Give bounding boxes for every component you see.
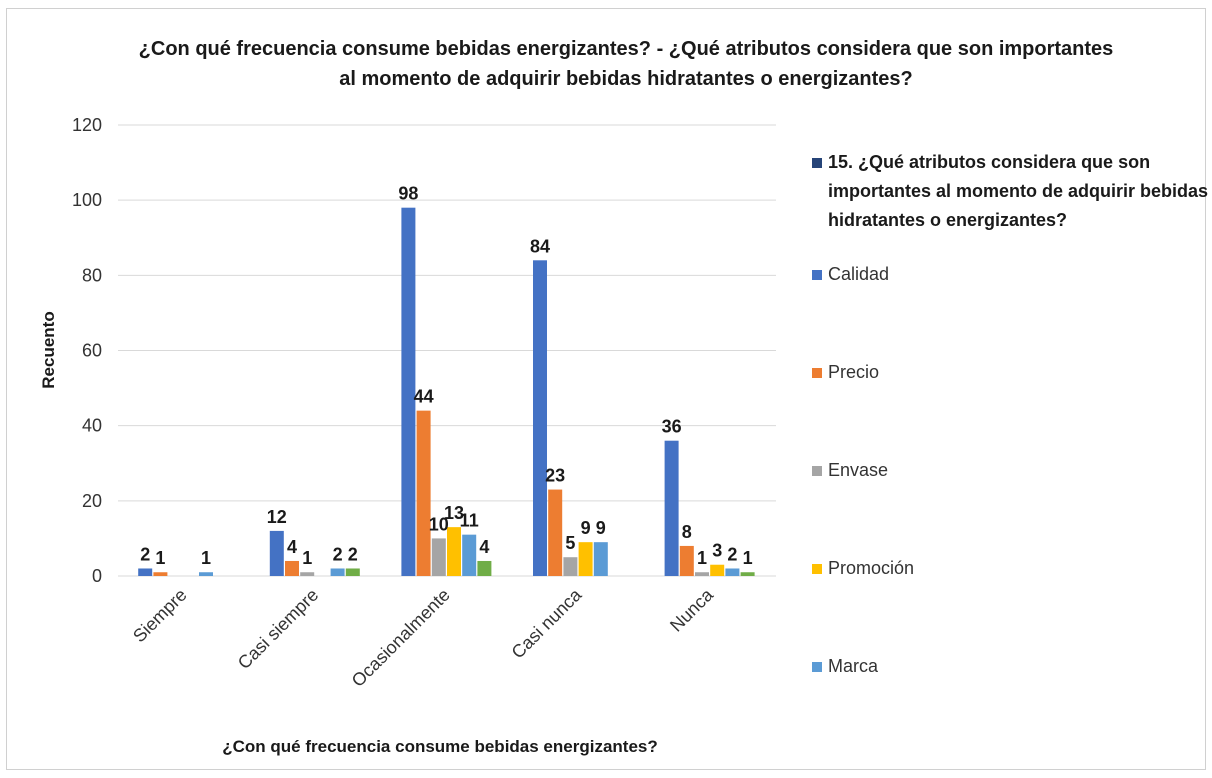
y-tick-label: 100 <box>72 190 102 210</box>
y-axis-title: Recuento <box>39 311 58 388</box>
legend-label: Calidad <box>828 264 890 284</box>
y-tick-label: 60 <box>82 341 102 361</box>
data-label: 12 <box>267 507 287 527</box>
bar <box>593 542 608 576</box>
bar <box>285 560 299 576</box>
y-tick-label: 80 <box>82 265 102 285</box>
bar <box>679 545 694 576</box>
data-label: 4 <box>287 537 297 557</box>
bar <box>416 410 431 576</box>
data-label: 5 <box>565 533 575 553</box>
data-label: 23 <box>545 466 565 486</box>
legend-title: 15. ¿Qué atributos considera que son imp… <box>812 148 1212 235</box>
bar <box>664 440 679 576</box>
y-tick-label: 40 <box>82 416 102 436</box>
data-label: 1 <box>743 548 753 568</box>
chart-title: ¿Con qué frecuencia consume bebidas ener… <box>138 38 1114 90</box>
legend-label: Marca <box>828 656 879 676</box>
legend-label: Envase <box>828 460 889 480</box>
bar <box>462 534 477 576</box>
bar <box>345 568 360 576</box>
legend-swatch <box>812 367 822 378</box>
data-label: 13 <box>444 503 464 523</box>
legend-swatch <box>812 563 822 574</box>
legend-swatch <box>812 465 822 476</box>
bar <box>138 568 153 576</box>
chart-frame <box>6 8 1206 770</box>
data-label: 1 <box>155 548 165 568</box>
bar <box>330 568 345 576</box>
data-label: 2 <box>140 544 150 564</box>
bar <box>563 557 578 576</box>
data-label: 2 <box>333 544 343 564</box>
x-category-label: Ocasionalmente <box>348 585 454 691</box>
data-label: 9 <box>596 518 606 538</box>
x-category-label: Siempre <box>129 585 191 647</box>
bars <box>138 207 755 576</box>
y-tick-label: 20 <box>82 491 102 511</box>
bar <box>431 538 446 576</box>
data-label: 10 <box>429 514 449 534</box>
x-category-label: Casi nunca <box>508 584 587 663</box>
data-label: 11 <box>460 511 479 531</box>
legend: 15. ¿Qué atributos considera que son imp… <box>812 148 1212 676</box>
bar <box>725 568 740 576</box>
data-label: 1 <box>302 548 312 568</box>
bar <box>533 260 547 576</box>
bar <box>269 530 284 576</box>
legend-label: Promoción <box>828 558 915 578</box>
data-label: 1 <box>201 548 211 568</box>
bar <box>710 564 725 576</box>
bar <box>153 572 168 576</box>
y-axis-ticks: 0 20 40 60 80 100 120 <box>72 115 102 586</box>
x-category-label: Casi siempre <box>234 585 322 673</box>
bar <box>548 489 563 576</box>
data-label: 1 <box>697 548 707 568</box>
data-label: 2 <box>727 544 737 564</box>
bar <box>578 542 593 576</box>
data-label: 8 <box>682 522 692 542</box>
bar <box>740 572 755 576</box>
bar <box>401 207 416 576</box>
y-tick-label: 0 <box>92 566 102 586</box>
data-label: 84 <box>530 236 550 256</box>
data-label: 9 <box>581 518 591 538</box>
legend-swatch <box>812 661 822 672</box>
bar <box>447 527 461 576</box>
legend-title-swatch <box>812 158 822 168</box>
legend-item: Promoción <box>812 558 914 579</box>
bar <box>695 572 709 576</box>
data-label: 2 <box>348 544 358 564</box>
legend-item: Calidad <box>812 264 889 285</box>
legend-item: Precio <box>812 362 879 383</box>
data-label: 3 <box>712 541 722 561</box>
data-label: 36 <box>662 417 682 437</box>
x-category-label: Nunca <box>666 584 718 636</box>
bar <box>477 560 492 576</box>
x-axis-title: ¿Con qué frecuencia consume bebidas ener… <box>222 737 658 756</box>
data-label: 4 <box>479 537 489 557</box>
legend-title-text: 15. ¿Qué atributos considera que son imp… <box>828 152 1209 230</box>
legend-label: Precio <box>828 362 880 382</box>
y-tick-label: 120 <box>72 115 102 135</box>
legend-item: Envase <box>812 460 888 481</box>
bar <box>300 572 315 576</box>
legend-swatch <box>812 269 822 280</box>
x-axis-categories: Siempre Casi siempre Ocasionalmente Casi nu… <box>129 584 718 691</box>
legend-item: Marca <box>812 656 878 677</box>
data-label: 98 <box>398 184 418 204</box>
data-label: 44 <box>414 387 434 407</box>
bar <box>199 572 213 576</box>
